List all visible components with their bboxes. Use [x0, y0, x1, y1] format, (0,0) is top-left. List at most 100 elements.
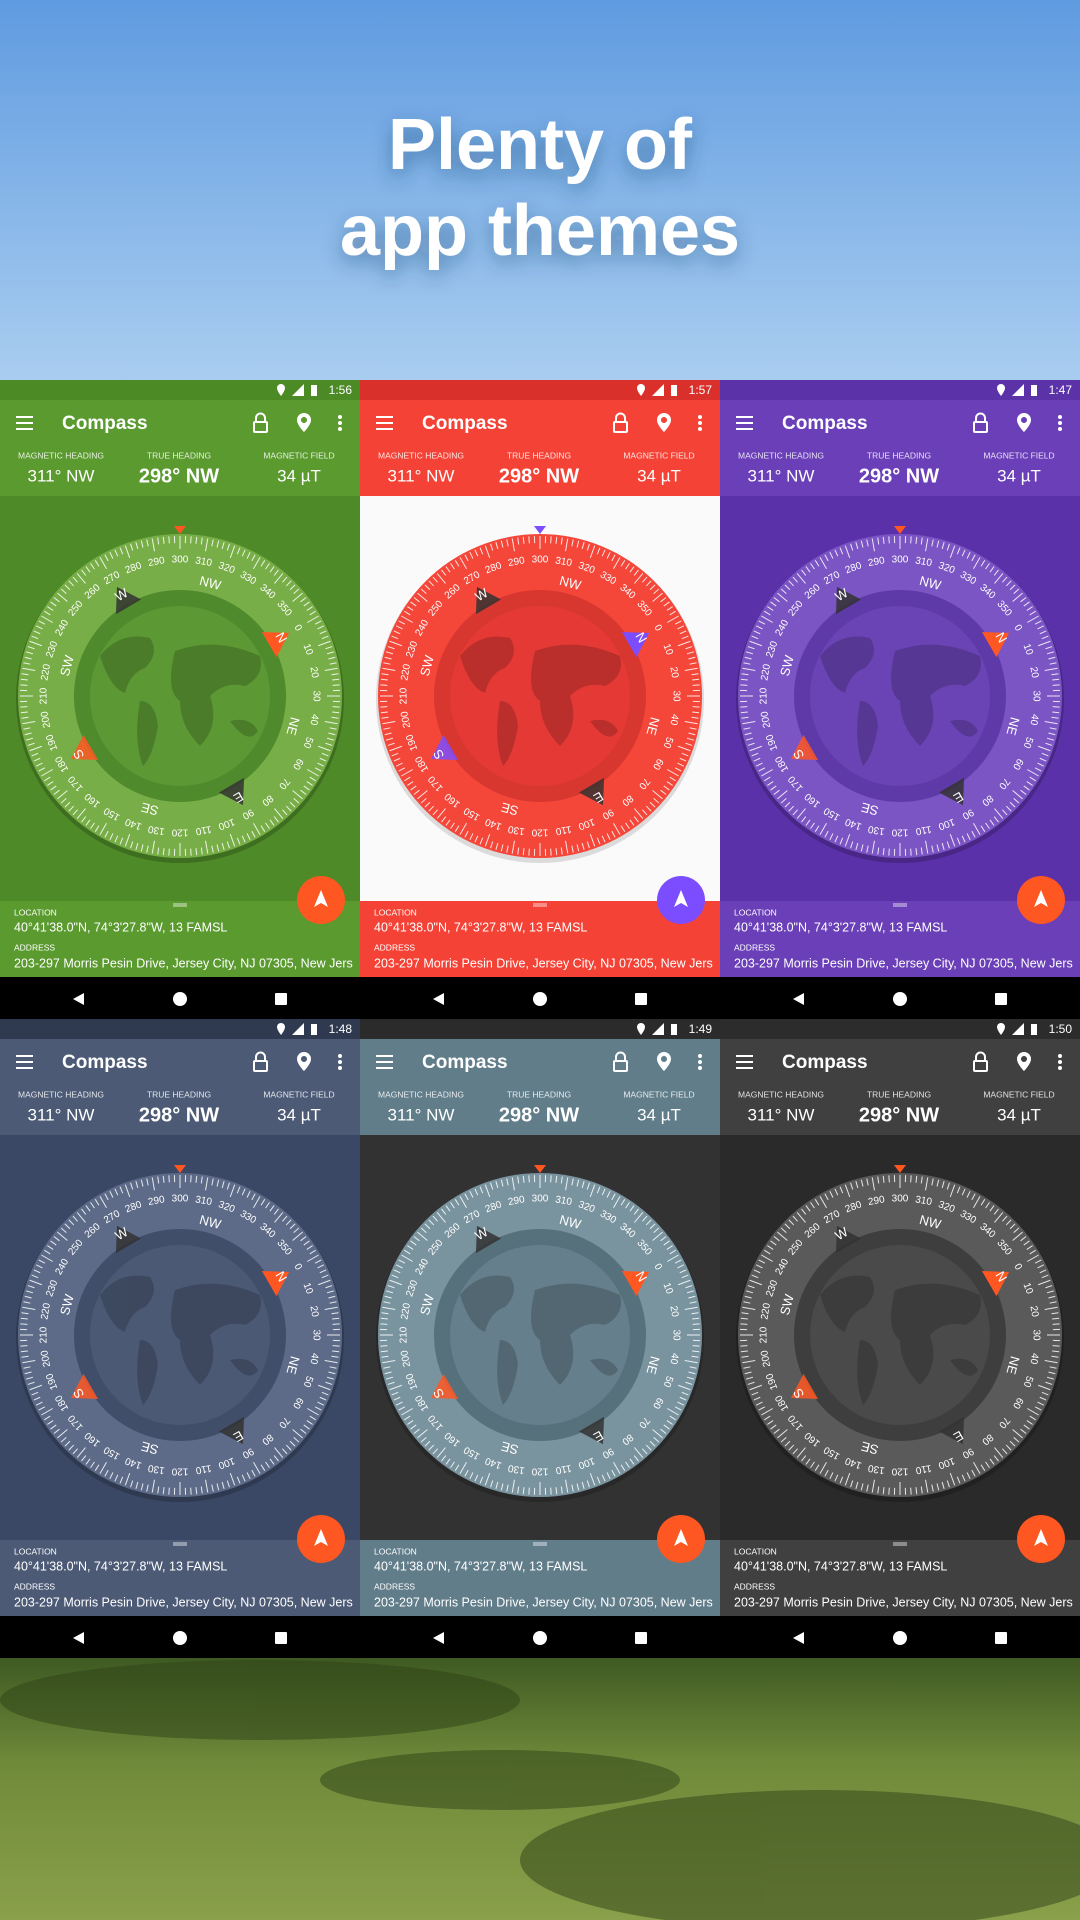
dial-tick	[740, 678, 748, 681]
lock-button[interactable]	[973, 1051, 988, 1072]
dial-tick	[317, 640, 331, 647]
dial-tick	[474, 1188, 479, 1196]
location-button[interactable]	[1017, 413, 1031, 432]
lock-button[interactable]	[973, 412, 988, 433]
menu-dot	[338, 1066, 342, 1070]
dial-tick	[21, 1355, 29, 1358]
overflow-menu-button[interactable]	[338, 415, 342, 431]
menu-line	[16, 428, 33, 430]
location-button[interactable]	[657, 413, 671, 432]
dial-tick	[989, 1205, 995, 1212]
battery-icon	[1031, 385, 1037, 396]
dial-tick	[432, 1448, 438, 1455]
dial-tick	[669, 610, 676, 616]
continent	[497, 1340, 518, 1405]
dial-tick	[747, 1285, 755, 1289]
degree-label: 200	[399, 710, 413, 729]
home-button[interactable]	[533, 1631, 547, 1645]
degree-label: 310	[914, 1194, 933, 1208]
dial-tick	[57, 1429, 68, 1439]
dial-tick	[801, 816, 807, 823]
dial-tick	[686, 737, 694, 741]
back-button[interactable]	[793, 1632, 804, 1644]
recents-button[interactable]	[275, 1632, 287, 1644]
dial-tick	[920, 1176, 923, 1184]
dial-tick	[677, 762, 685, 767]
menu-button[interactable]	[736, 1055, 753, 1069]
degree-label: 110	[554, 1462, 572, 1476]
dial-tick	[642, 1448, 648, 1455]
reading-value: 311° NW	[388, 1105, 455, 1124]
lock-button[interactable]	[613, 1051, 628, 1072]
dial-tick	[1049, 662, 1057, 665]
back-button[interactable]	[73, 1632, 84, 1644]
overflow-menu-button[interactable]	[698, 1054, 702, 1070]
overflow-menu-button[interactable]	[338, 1054, 342, 1070]
dial-tick	[292, 790, 303, 800]
menu-button[interactable]	[16, 1055, 33, 1069]
dial-tick	[216, 1483, 220, 1491]
location-status-icon	[637, 384, 645, 396]
dial-tick	[24, 732, 32, 736]
home-button[interactable]	[173, 992, 187, 1006]
location-button[interactable]	[297, 413, 311, 432]
dial-tick	[829, 1190, 834, 1198]
dial-tick	[749, 745, 763, 752]
overflow-menu-button[interactable]	[698, 415, 702, 431]
recents-button[interactable]	[635, 993, 647, 1005]
recents-button[interactable]	[275, 993, 287, 1005]
degree-label: 210	[759, 1326, 770, 1343]
reading-label: MAGNETIC HEADING	[18, 1089, 104, 1099]
degree-label: 60	[1010, 756, 1025, 772]
location-button[interactable]	[1017, 1052, 1031, 1071]
recents-button[interactable]	[995, 1632, 1007, 1644]
location-button[interactable]	[297, 1052, 311, 1071]
dial-tick	[645, 805, 652, 812]
dial-tick	[282, 576, 288, 583]
menu-button[interactable]	[736, 416, 753, 430]
home-button[interactable]	[893, 992, 907, 1006]
home-button[interactable]	[173, 1631, 187, 1645]
back-button[interactable]	[793, 993, 804, 1005]
home-button[interactable]	[893, 1631, 907, 1645]
home-button[interactable]	[533, 992, 547, 1006]
dial-tick	[81, 816, 87, 823]
location-button[interactable]	[657, 1052, 671, 1071]
dial-tick	[393, 757, 401, 762]
lock-button[interactable]	[613, 412, 628, 433]
menu-button[interactable]	[16, 416, 33, 430]
dial-tick	[1048, 656, 1056, 660]
lock-button[interactable]	[253, 1051, 268, 1072]
dial-tick	[130, 1182, 134, 1190]
dial-ticks	[740, 536, 1060, 856]
overflow-menu-button[interactable]	[1058, 1054, 1062, 1070]
recents-button[interactable]	[995, 993, 1007, 1005]
dial-tick	[755, 762, 763, 767]
dial-tick	[384, 1371, 392, 1375]
menu-dot	[1058, 1066, 1062, 1070]
dial-tick	[459, 557, 467, 569]
dial-tick	[236, 1186, 241, 1194]
back-button[interactable]	[433, 1632, 444, 1644]
dial-tick	[936, 540, 940, 548]
dial-tick	[479, 1186, 484, 1194]
dial-tick	[767, 606, 774, 611]
dial-tick	[645, 1219, 652, 1226]
dial-tick	[850, 841, 854, 849]
back-button[interactable]	[73, 993, 84, 1005]
continent	[171, 644, 261, 746]
lock-button[interactable]	[253, 412, 268, 433]
address-label: ADDRESS	[14, 942, 55, 952]
dial-tick	[660, 1428, 667, 1434]
dial-tick	[1013, 1437, 1020, 1443]
menu-button[interactable]	[376, 1055, 393, 1069]
overflow-menu-button[interactable]	[1058, 415, 1062, 431]
location-value: 40°41'38.0"N, 74°3'27.8"W, 13 FAMSL	[374, 920, 587, 934]
dial-tick	[469, 833, 474, 841]
recents-button[interactable]	[635, 1632, 647, 1644]
back-button[interactable]	[433, 993, 444, 1005]
dial-tick	[273, 1208, 279, 1215]
menu-button[interactable]	[376, 416, 393, 430]
dial-tick	[404, 1249, 411, 1255]
dial-tick	[1020, 597, 1027, 603]
